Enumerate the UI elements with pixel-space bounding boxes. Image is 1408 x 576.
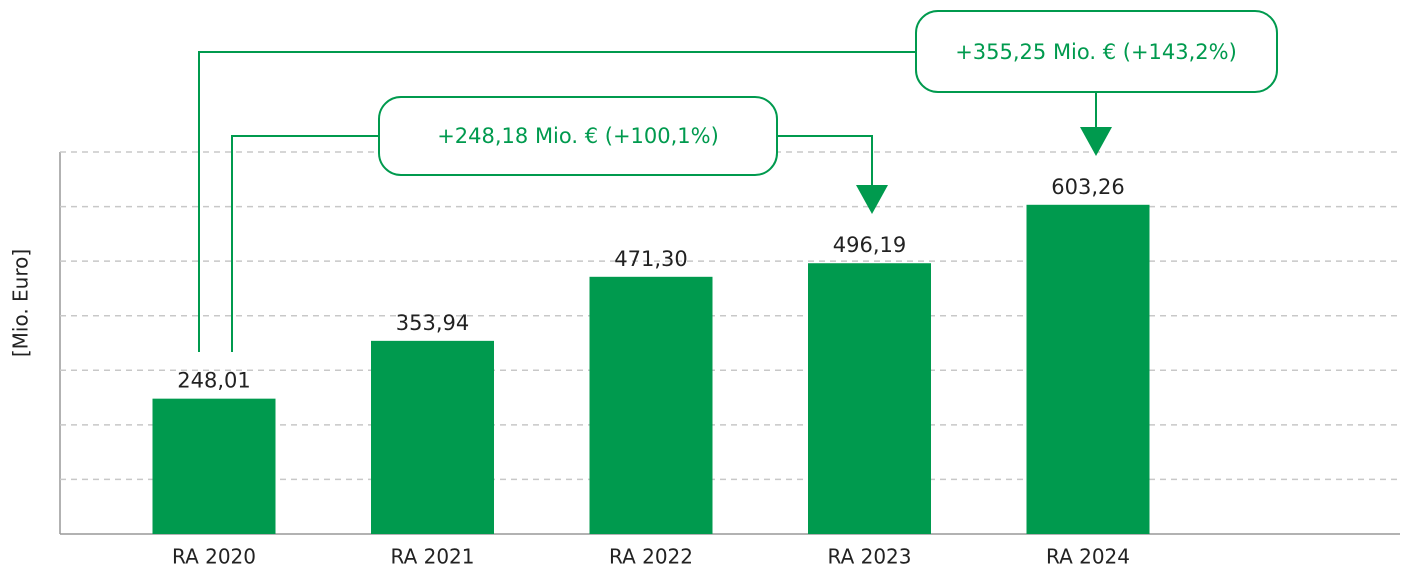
arrow-head (1080, 127, 1112, 156)
y-axis-label: [Mio. Euro] (9, 249, 33, 357)
bar (808, 263, 931, 534)
x-tick-label: RA 2021 (390, 545, 474, 569)
data-label: 603,26 (1051, 175, 1124, 199)
x-tick-label: RA 2024 (1046, 545, 1130, 569)
bar (371, 340, 494, 534)
annotation-box (378, 96, 778, 176)
annotation-connectors (198, 10, 1278, 352)
annotation: +355,25 Mio. € (+143,2%) (955, 40, 1237, 64)
x-tick-label: RA 2020 (172, 545, 256, 569)
connector (198, 51, 916, 352)
x-tick-label: RA 2023 (827, 545, 911, 569)
annotation-box (915, 10, 1278, 93)
bar (152, 398, 276, 534)
connector (231, 135, 379, 352)
bar (1026, 204, 1150, 534)
x-tick-label: RA 2022 (609, 545, 693, 569)
annotation: +248,18 Mio. € (+100,1%) (437, 124, 719, 148)
data-label: 496,19 (833, 233, 906, 257)
arrow-head (856, 185, 888, 214)
data-label: 471,30 (614, 247, 687, 271)
data-label: 353,94 (396, 311, 469, 335)
bar (589, 276, 713, 534)
connector (777, 135, 873, 186)
data-label: 248,01 (177, 369, 250, 393)
